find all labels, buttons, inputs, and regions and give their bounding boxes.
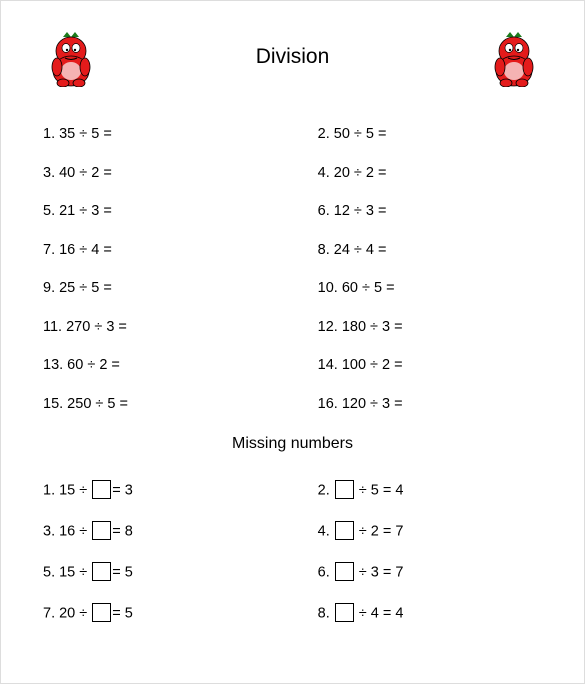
answer-box[interactable]	[335, 480, 354, 499]
problem-9: 9. 25 ÷ 5 =	[41, 281, 318, 296]
answer-box[interactable]	[92, 562, 111, 581]
problem-6: 6. 12 ÷ 3 =	[318, 204, 544, 219]
problem-11: 11. 270 ÷ 3 =	[41, 320, 318, 335]
problem-1: 1. 35 ÷ 5 =	[41, 127, 318, 142]
problem-5: 5. 21 ÷ 3 =	[41, 204, 318, 219]
missing-numbers-title: Missing numbers	[41, 435, 544, 453]
answer-box[interactable]	[92, 521, 111, 540]
missing-problem-8: 8. ÷ 4 = 4	[318, 604, 544, 623]
problem-8: 8. 24 ÷ 4 =	[318, 243, 544, 258]
missing-problem-1: 1. 15 ÷ = 3	[41, 481, 318, 500]
problem-12: 12. 180 ÷ 3 =	[318, 320, 544, 335]
missing-problem-4: 4. ÷ 2 = 7	[318, 522, 544, 541]
missing-problem-6: 6. ÷ 3 = 7	[318, 563, 544, 582]
answer-box[interactable]	[335, 562, 354, 581]
problem-13: 13. 60 ÷ 2 =	[41, 358, 318, 373]
missing-problem-5: 5. 15 ÷ = 5	[41, 563, 318, 582]
problem-14: 14. 100 ÷ 2 =	[318, 358, 544, 373]
mascot-left-icon	[45, 31, 97, 87]
answer-box[interactable]	[92, 480, 111, 499]
answer-box[interactable]	[92, 603, 111, 622]
problem-16: 16. 120 ÷ 3 =	[318, 397, 544, 412]
problem-2: 2. 50 ÷ 5 =	[318, 127, 544, 142]
missing-problems: 1. 15 ÷ = 32. ÷ 5 = 4 3. 16 ÷ = 84. ÷ 2 =…	[41, 481, 544, 623]
mascot-right-icon	[488, 31, 540, 87]
page-title: Division	[256, 31, 330, 69]
worksheet-header: Division	[41, 31, 544, 91]
problem-7: 7. 16 ÷ 4 =	[41, 243, 318, 258]
missing-problem-7: 7. 20 ÷ = 5	[41, 604, 318, 623]
division-problems: 1. 35 ÷ 5 =2. 50 ÷ 5 = 3. 40 ÷ 2 =4. 20 ÷…	[41, 127, 544, 411]
problem-4: 4. 20 ÷ 2 =	[318, 166, 544, 181]
problem-10: 10. 60 ÷ 5 =	[318, 281, 544, 296]
missing-problem-3: 3. 16 ÷ = 8	[41, 522, 318, 541]
problem-3: 3. 40 ÷ 2 =	[41, 166, 318, 181]
missing-problem-2: 2. ÷ 5 = 4	[318, 481, 544, 500]
answer-box[interactable]	[335, 521, 354, 540]
problem-15: 15. 250 ÷ 5 =	[41, 397, 318, 412]
answer-box[interactable]	[335, 603, 354, 622]
